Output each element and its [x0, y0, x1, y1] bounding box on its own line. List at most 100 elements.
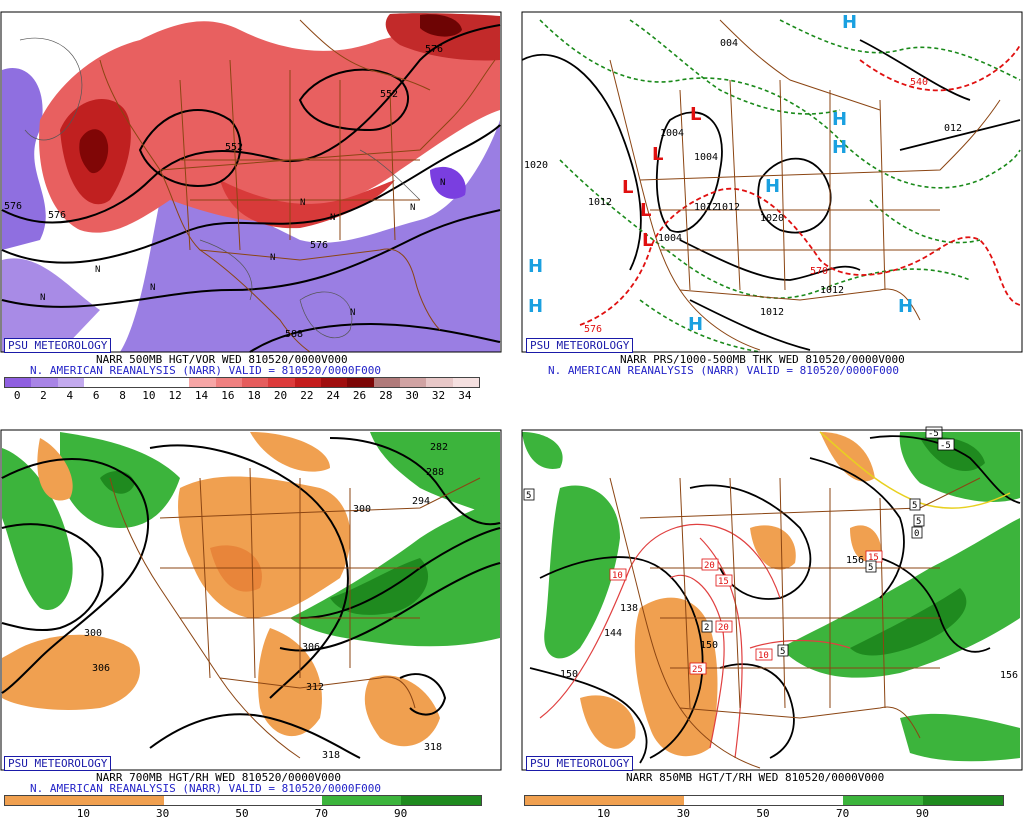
height-label: 150	[560, 669, 578, 680]
rh-color-bar	[524, 795, 1004, 806]
height-labels: 138 150 156 144 150 156	[560, 555, 1018, 681]
temperature-label-box	[689, 662, 707, 675]
high-marker: H	[765, 176, 780, 197]
pressure-labels: 004 1004 1012 1004 1020 1020 1012 1012 1…	[524, 38, 962, 318]
map-700mb: 282 288 294 300 300 306 306 312 318 318	[0, 429, 502, 771]
vort-negative-west	[2, 68, 46, 250]
pressure-label: 1004	[660, 128, 684, 139]
contour-label: 306	[302, 642, 320, 653]
panel-valid-line: N. AMERICAN REANALYSIS (NARR) VALID = 81…	[30, 364, 381, 377]
low-marker: L	[642, 230, 653, 251]
contour-label: 306	[92, 663, 110, 674]
panel-700mb-hgt-rh: 282 288 294 300 300 306 306 312 318 318 …	[0, 418, 502, 820]
temperature-label-box	[609, 568, 627, 581]
legend-tick-label: 70	[836, 807, 850, 820]
contour-label: 300	[353, 504, 371, 515]
legend-tick-label: 90	[394, 807, 408, 820]
rh-moist-east	[780, 518, 1020, 678]
vort-negative-southwest	[2, 258, 100, 352]
panel-title: NARR PRS/1000-500MB THK WED 810520/0000V…	[620, 353, 905, 366]
temperature-label-box	[913, 514, 925, 527]
panel-title: NARR 700MB HGT/RH WED 810520/0000V000	[96, 771, 342, 784]
rh-dry-south	[258, 628, 322, 737]
rh-legend-labels: 10 30 50 70 90	[524, 807, 1002, 820]
temperature-label: 15	[868, 553, 879, 563]
panel-valid-line: N. AMERICAN REANALYSIS (NARR) VALID = 81…	[30, 782, 381, 795]
high-marker: H	[528, 296, 543, 317]
legend-tick-label: 26	[352, 389, 367, 402]
panel-850mb-hgt-t-rh: 138 150 156 144 150 156 5 10 20 15 2 20 25 10 5 1…	[520, 418, 1023, 820]
legend-tick-label: 8	[119, 389, 126, 402]
color-bar-swatch	[83, 378, 111, 387]
height-contours	[1, 24, 501, 353]
height-label: 150	[700, 640, 718, 651]
temperature-label-box	[865, 560, 877, 573]
vorticity-legend-labels: 0 2 4 6 8 10 12 14 16 18 20 22 24 26 28 30 32 34	[4, 389, 478, 402]
contour-label: 576	[48, 210, 66, 221]
contour-label: 576	[4, 201, 22, 212]
color-bar-swatch	[189, 378, 216, 387]
high-marker: H	[898, 296, 913, 317]
svg-text:N: N	[150, 283, 155, 293]
legend-tick-label: 70	[314, 807, 328, 820]
panel-title: NARR 850MB HGT/T/RH WED 810520/0000V000	[626, 771, 885, 784]
contour-label: 312	[306, 682, 324, 693]
color-bar-swatch	[110, 378, 137, 387]
high-marker: H	[832, 137, 847, 158]
color-bar-swatch	[347, 378, 374, 387]
contour-label: 288	[426, 467, 444, 478]
color-bar-swatch	[162, 378, 190, 387]
pressure-label: 1004	[694, 152, 718, 163]
temperature-label: 15	[718, 577, 729, 587]
map-outline	[609, 19, 1001, 351]
color-bar-swatch	[373, 378, 400, 387]
temperature-label-box	[909, 498, 921, 511]
panel-title: NARR 500MB HGT/VOR WED 810520/0000V000	[96, 353, 348, 366]
legend-tick-label: 0	[13, 389, 21, 402]
color-bar-swatch	[426, 378, 453, 387]
panel-valid-line: N. AMERICAN REANALYSIS (NARR) VALID = 81…	[548, 364, 899, 377]
height-contours	[529, 435, 1021, 764]
rh-saturated-east	[330, 558, 429, 615]
contour-label: 300	[84, 628, 102, 639]
rh-very-dry-central	[210, 545, 262, 592]
vort-band-east	[220, 180, 395, 229]
legend-tick-label: 10	[142, 389, 156, 402]
svg-text:N: N	[40, 293, 45, 303]
rh-moist-northeast	[370, 432, 500, 518]
thickness-540-576	[579, 44, 1021, 326]
temperature-label: 2	[704, 623, 709, 633]
legend-tick-label: 10	[76, 807, 90, 820]
pressure-label: 1012	[694, 202, 718, 213]
rh-color-bar	[4, 795, 482, 806]
vort-core-west	[79, 129, 109, 174]
pressure-label: 004	[720, 38, 738, 49]
legend-tick-label: 10	[597, 807, 611, 820]
rh-moist-gulf	[900, 713, 1020, 762]
pressure-label: 012	[944, 123, 962, 134]
legend-tick-label: 14	[194, 389, 209, 402]
map-500mb: N N N N N N N N N 552 576 576 588 576 552 576	[0, 11, 502, 353]
vort-max-northeast	[385, 13, 500, 61]
rh-saturated-northwest	[100, 471, 135, 494]
legend-tick-label: 12	[168, 389, 182, 402]
low-marker: L	[640, 200, 651, 221]
psu-meteorology-logo: PSU METEOROLOGY	[4, 756, 112, 771]
height-label: 156	[1000, 670, 1018, 681]
high-marker: H	[528, 256, 543, 277]
temperature-label-box	[715, 620, 733, 633]
temperature-label-box	[715, 574, 733, 587]
temperature-label: 20	[704, 561, 715, 571]
pressure-label: 1004	[658, 233, 682, 244]
color-bar-swatch	[399, 378, 427, 387]
color-bar-swatch	[57, 378, 84, 387]
contour-label: 552	[225, 142, 243, 153]
svg-text:N: N	[410, 203, 415, 213]
psu-meteorology-logo: PSU METEOROLOGY	[526, 338, 634, 353]
rh-dry-central	[750, 525, 796, 570]
temperature-label: 10	[758, 651, 769, 661]
temperature-label: 25	[692, 665, 703, 675]
pressure-label: 1012	[588, 197, 612, 208]
rh-dry-north	[250, 432, 330, 472]
thickness-label: 540	[910, 77, 928, 88]
